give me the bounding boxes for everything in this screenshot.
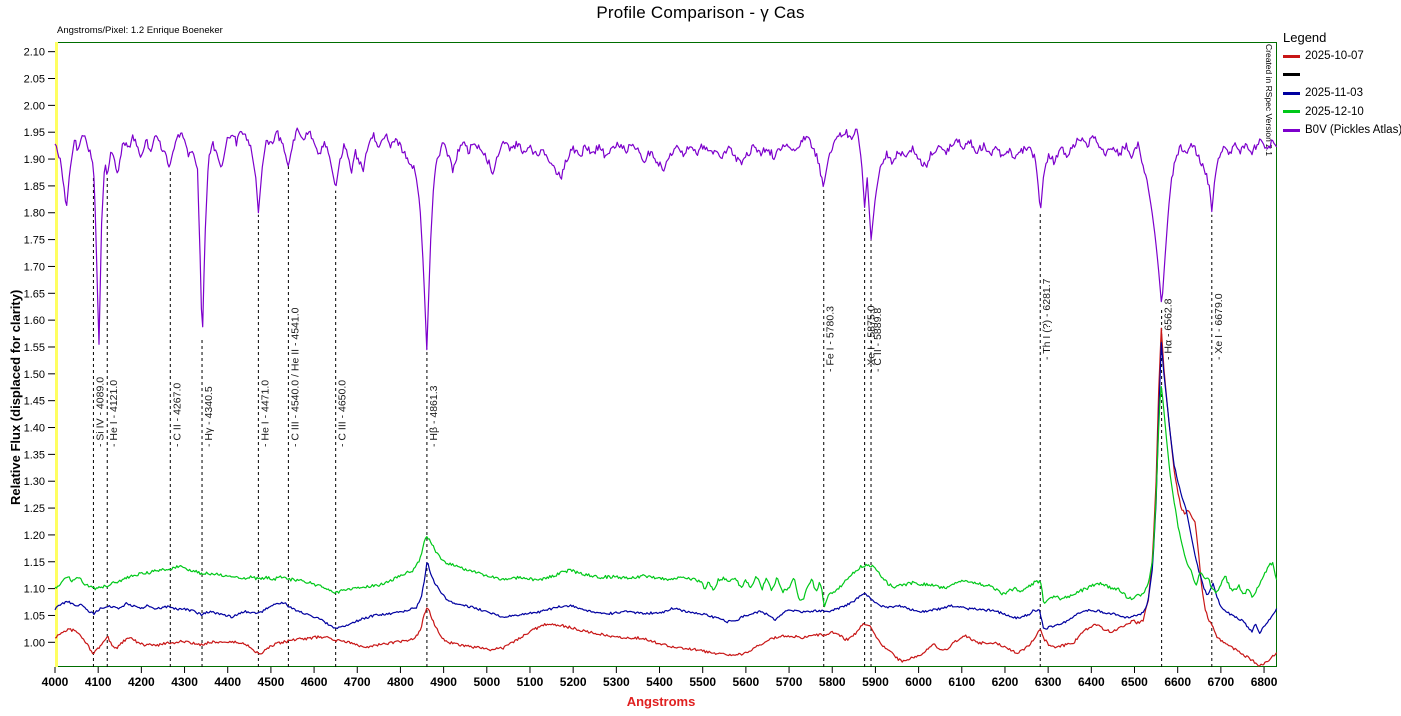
legend-item-label: 2025-10-07 (1305, 50, 1364, 62)
legend-item: 2025-11-03 (1283, 86, 1399, 100)
x-tick-label: 6200 (992, 675, 1019, 689)
y-tick-label: 1.60 (24, 315, 45, 327)
x-tick-label: 4200 (128, 675, 155, 689)
x-tick-label: 6000 (905, 675, 932, 689)
legend-items: 2025-10-07 2025-11-03 2025-12-10 B0V (Pickl… (1283, 49, 1401, 137)
spectral-line-label: - Hγ - 4340.5 (203, 386, 215, 447)
legend-item-label: B0V (Pickles Atlas) (1305, 124, 1401, 136)
legend-item: 2025-12-10 (1283, 105, 1399, 119)
y-tick-label: 1.65 (24, 288, 45, 300)
spectral-line-label: - Hα - 6562.8 (1163, 298, 1175, 360)
legend: Legend 2025-10-07 2025-11-03 2025-12-10 B0V… (1283, 30, 1401, 142)
y-tick-label: 1.95 (24, 127, 45, 139)
y-tick-label: 1.70 (24, 261, 45, 273)
legend-item (1283, 68, 1399, 82)
x-tick-label: 4400 (214, 675, 241, 689)
x-tick-label: 4100 (85, 675, 112, 689)
legend-swatch (1283, 128, 1300, 132)
x-tick-label: 5200 (560, 675, 587, 689)
y-tick-label: 1.55 (24, 342, 45, 354)
x-tick-label: 5300 (603, 675, 630, 689)
spectral-line-label: - Xe I - 6679.0 (1213, 293, 1225, 360)
y-tick-label: 1.25 (24, 503, 45, 515)
legend-swatch (1283, 110, 1300, 113)
x-tick-label: 5700 (776, 675, 803, 689)
x-axis-ticks: 4000 4100 4200 4300 4400 4500 4600 4700 4800 4900… (42, 667, 1278, 689)
x-tick-label: 4700 (344, 675, 371, 689)
x-tick-label: 6700 (1208, 675, 1235, 689)
x-tick-label: 5500 (689, 675, 716, 689)
y-tick-label: 1.40 (24, 423, 45, 435)
x-tick-label: 4900 (430, 675, 457, 689)
x-tick-label: 5800 (819, 675, 846, 689)
x-tick-label: 4300 (171, 675, 198, 689)
spectral-line-label: - He I - 4121.0 (108, 380, 120, 447)
y-tick-label: 1.10 (24, 584, 45, 596)
legend-item: B0V (Pickles Atlas) (1283, 123, 1401, 137)
y-tick-label: 1.15 (24, 557, 45, 569)
spectral-line-label: - Th I (?) - 6281.7 (1041, 278, 1053, 360)
legend-title: Legend (1283, 30, 1327, 45)
spectral-line-label: - C III - 4650.0 (337, 380, 349, 447)
spectral-line-label: - Fe I - 5780.3 (825, 306, 837, 372)
y-tick-label: 1.20 (24, 530, 45, 542)
y-tick-label: 1.75 (24, 235, 45, 247)
y-tick-label: 2.05 (24, 74, 45, 86)
legend-item-label: 2025-12-10 (1305, 105, 1364, 118)
x-tick-label: 6800 (1251, 675, 1278, 689)
spectral-line-label: - C II - 4267.0 (171, 383, 183, 447)
y-tick-label: 1.80 (24, 208, 45, 220)
spectral-line-label: - Hβ - 4861.3 (428, 385, 440, 447)
y-tick-label: 1.50 (24, 369, 45, 381)
y-tick-label: 1.00 (24, 637, 45, 649)
x-axis-title: Angstroms (626, 694, 696, 709)
spectral-line-label: - He I - 4471.0 (259, 380, 271, 447)
chart-title: Profile Comparison - γ Cas (596, 3, 805, 22)
series-curve-2025-11-03 (54, 342, 1278, 634)
y-tick-label: 2.00 (24, 100, 45, 112)
x-tick-label: 6300 (1035, 675, 1062, 689)
series-curve-2025-12-10 (54, 386, 1278, 608)
x-tick-label: 6100 (948, 675, 975, 689)
spectral-line-label: - Si IV - 4089.0 (94, 377, 106, 447)
x-tick-label: 6400 (1078, 675, 1105, 689)
spectral-line-label: - C III - 4540.0 / He II - 4541.0 (289, 307, 301, 447)
legend-swatch (1283, 91, 1300, 95)
y-tick-label: 1.35 (24, 449, 45, 461)
spectral-line-label: - C II - 5889.8 (872, 308, 884, 372)
x-tick-label: 4500 (258, 675, 285, 689)
y-tick-label: 1.45 (24, 396, 45, 408)
series-curve-2025-10-07 (54, 327, 1278, 667)
x-tick-label: 6600 (1164, 675, 1191, 689)
scale-note: Angstroms/Pixel: 1.2 Enrique Boeneker (57, 25, 223, 36)
y-tick-label: 1.30 (24, 476, 45, 488)
x-tick-label: 5600 (733, 675, 760, 689)
x-tick-label: 5000 (473, 675, 500, 689)
x-tick-label: 5100 (517, 675, 544, 689)
legend-swatch (1283, 73, 1300, 76)
x-tick-label: 4000 (42, 675, 69, 689)
x-tick-label: 5900 (862, 675, 889, 689)
y-tick-label: 1.90 (24, 154, 45, 166)
x-tick-label: 6500 (1121, 675, 1148, 689)
legend-item-label: 2025-11-03 (1305, 87, 1363, 99)
x-tick-label: 4800 (387, 675, 414, 689)
x-tick-label: 4600 (301, 675, 328, 689)
y-axis-ticks: 1.00 1.05 1.10 1.15 1.20 1.25 1.30 1.35 1.40 1.45… (24, 47, 55, 649)
legend-swatch (1283, 54, 1300, 58)
x-tick-label: 5400 (646, 675, 673, 689)
spectra-curves (54, 127, 1278, 667)
y-tick-label: 1.85 (24, 181, 45, 193)
spectral-lines-layer: - Si IV - 4089.0- He I - 4121.0 - C II - … (92, 165, 1225, 667)
y-tick-label: 1.05 (24, 610, 45, 622)
spectral-line-label: - Xe I - 5875.0 (866, 305, 878, 372)
series-curve-b0v-pickles-atlas- (54, 127, 1278, 351)
y-tick-label: 2.10 (24, 47, 45, 59)
legend-item: 2025-10-07 (1283, 49, 1399, 63)
